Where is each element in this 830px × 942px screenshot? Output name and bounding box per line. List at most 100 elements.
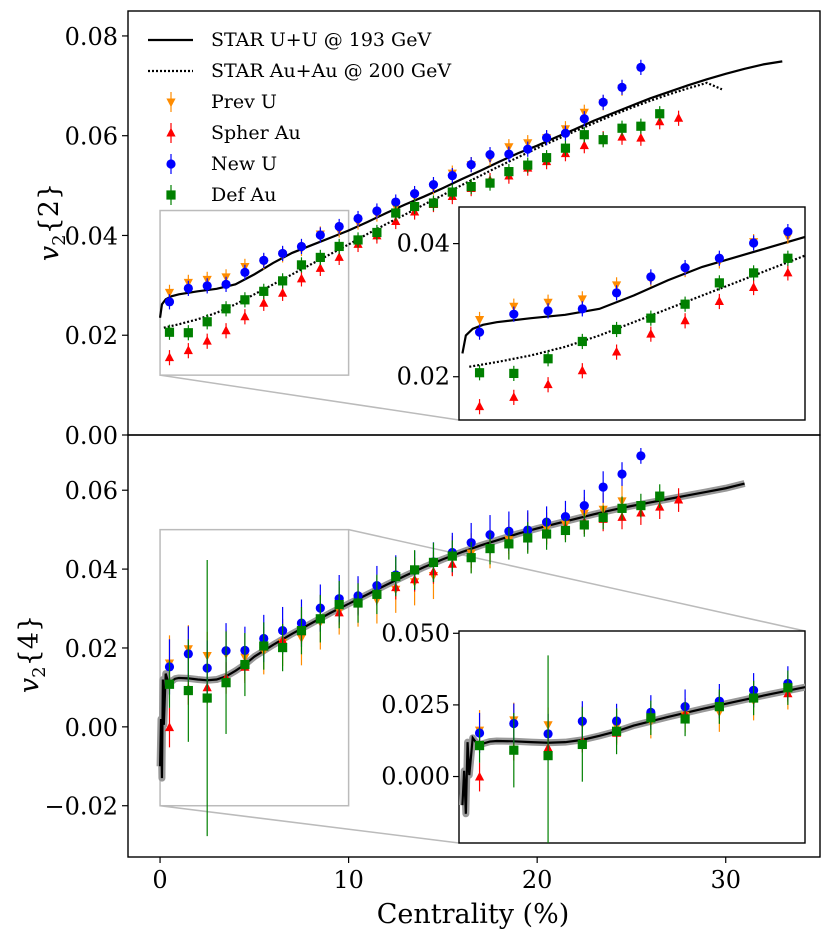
- bottom-inset-def-au-point: [783, 683, 793, 693]
- legend-label-star_auau: STAR Au+Au @ 200 GeV: [211, 60, 451, 82]
- top-def-au-point: [541, 153, 552, 163]
- bottom-axes-frame: [127, 434, 821, 858]
- top-new-u-point: [410, 188, 420, 199]
- top-inset-new-u-point: [543, 306, 553, 316]
- bottom-new-u-point: [579, 500, 589, 511]
- bottom-def-au-point: [240, 659, 250, 670]
- top-inset-new-u-point: [783, 227, 793, 237]
- top-spher-au-point: [183, 345, 193, 355]
- top-prev-u-point: [164, 288, 175, 298]
- top-marks: [164, 59, 684, 366]
- top-def-au-point: [353, 235, 363, 245]
- top-spher-au-point: [617, 131, 627, 141]
- top-def-au-point: [259, 286, 269, 296]
- top-inset-new-u-point: [577, 304, 587, 314]
- top-new-u-point: [598, 97, 608, 107]
- top-inset-spher-au-point: [474, 401, 485, 411]
- top-inset-ytick-label: 0.02: [397, 363, 450, 391]
- top-inset-new-u-point: [749, 238, 759, 248]
- top-new-u-point: [221, 279, 231, 289]
- bottom-def-au-point: [560, 525, 571, 536]
- top-inset-prev-u-point: [474, 316, 485, 325]
- top-inset-spher-au-point: [611, 346, 622, 356]
- bottom-zoom-connector-upper: [348, 528, 806, 632]
- bottom-def-au-point: [504, 539, 514, 549]
- top-def-au-point: [334, 241, 344, 252]
- top-inset-spher-au-point: [577, 365, 587, 375]
- top-new-u-point: [202, 281, 212, 291]
- top-new-u-point: [391, 197, 401, 207]
- bottom-inset-ytick-label: 0.000: [381, 763, 450, 791]
- bottom-marks: [164, 448, 684, 837]
- bottom-panel: 0.000 0.025 0.050 −0.02 0.00 0.02 0.04 0.06 0 10 2…: [44, 434, 821, 894]
- top-def-au-point: [221, 304, 231, 314]
- legend-label-new_u: New U: [211, 153, 277, 175]
- top-inset-def-au-point: [509, 368, 519, 379]
- top-inset-def-au-point: [714, 278, 724, 288]
- top-y-axis-label: v2{2}: [34, 183, 70, 261]
- top-new-u-point: [560, 128, 571, 138]
- top-def-au-point: [560, 143, 571, 153]
- bottom-y-axis-label: v2{4}: [14, 615, 50, 693]
- bottom-def-au-point: [655, 491, 665, 501]
- top-inset-lines: [461, 235, 805, 368]
- top-spher-au-point: [240, 311, 250, 321]
- bottom-inset-def-au-point: [680, 714, 690, 724]
- top-inset-def-au-point: [543, 354, 553, 364]
- axis-labels: v2{2} v2{4} Centrality (%): [14, 183, 569, 930]
- top-ytick-label: 0.06: [65, 123, 118, 151]
- bottom-inset-def-au-point: [749, 693, 759, 703]
- top-def-au-point: [466, 181, 476, 192]
- top-ytick-label: 0.00: [65, 422, 118, 450]
- top-uu-line: [158, 60, 783, 318]
- legend-prev_u-marker: [166, 98, 176, 108]
- bottom-ytick-label: 0.04: [65, 556, 118, 584]
- top-inset-def-au-point: [611, 324, 622, 335]
- legend-label-def_au: Def Au: [211, 184, 277, 206]
- top-def-au-point: [183, 328, 193, 338]
- bottom-inset-def-au-point: [646, 713, 656, 723]
- top-new-u-point: [278, 248, 288, 259]
- bottom-ytick-label: 0.02: [65, 635, 118, 663]
- top-spher-au-point: [673, 112, 684, 122]
- bottom-inset-frame: [458, 630, 806, 844]
- top-new-u-point: [372, 206, 382, 216]
- top-inset-spher-au-point: [543, 379, 553, 389]
- top-inset-def-au-point: [646, 313, 656, 323]
- bottom-inset-def-au-point: [714, 702, 724, 712]
- top-new-u-point: [636, 62, 646, 72]
- bottom-def-au-point: [183, 685, 193, 696]
- bottom-def-au-point: [541, 529, 552, 539]
- top-def-au-point: [447, 187, 457, 197]
- bottom-inset-def-au-point: [543, 751, 553, 761]
- bottom-new-u-point: [560, 512, 571, 522]
- top-new-u-point: [428, 179, 439, 190]
- top-lines: [158, 60, 783, 329]
- bottom-def-au-point: [164, 679, 175, 689]
- bottom-def-au-point: [353, 598, 363, 608]
- top-inset-new-u-point: [646, 272, 656, 282]
- top-new-u-point: [447, 171, 457, 181]
- bottom-inset-ytick-label: 0.025: [381, 691, 450, 719]
- top-spher-au-point: [259, 298, 269, 307]
- top-inset-def-au-point: [680, 299, 690, 309]
- top-inset-spher-au-point: [818, 250, 827, 259]
- legend-label-prev_u: Prev U: [211, 91, 277, 113]
- legend: STAR U+U @ 193 GeV STAR Au+Au @ 200 GeV Pr…: [148, 29, 451, 206]
- top-inset-def-au-point: [474, 368, 485, 378]
- bottom-def-au-point: [372, 589, 382, 599]
- top-inset-def-au-point: [749, 268, 759, 278]
- bottom-new-u-point: [617, 469, 627, 479]
- top-inset-new-u-point: [680, 262, 690, 273]
- top-panel: 0.02 0.04 0.00 0.02 0.04 0.06 0.08 STAR U+U @ 1…: [65, 10, 827, 450]
- legend-new_u-marker: [166, 159, 176, 169]
- top-spher-au-point: [202, 335, 212, 345]
- bottom-def-au-point: [428, 557, 439, 567]
- top-new-u-point: [353, 213, 363, 224]
- top-def-au-point: [504, 167, 514, 177]
- top-def-au-point: [202, 317, 212, 327]
- bottom-def-au-point: [334, 599, 344, 610]
- top-inset-uu-line: [461, 235, 805, 354]
- top-def-au-point: [598, 135, 608, 145]
